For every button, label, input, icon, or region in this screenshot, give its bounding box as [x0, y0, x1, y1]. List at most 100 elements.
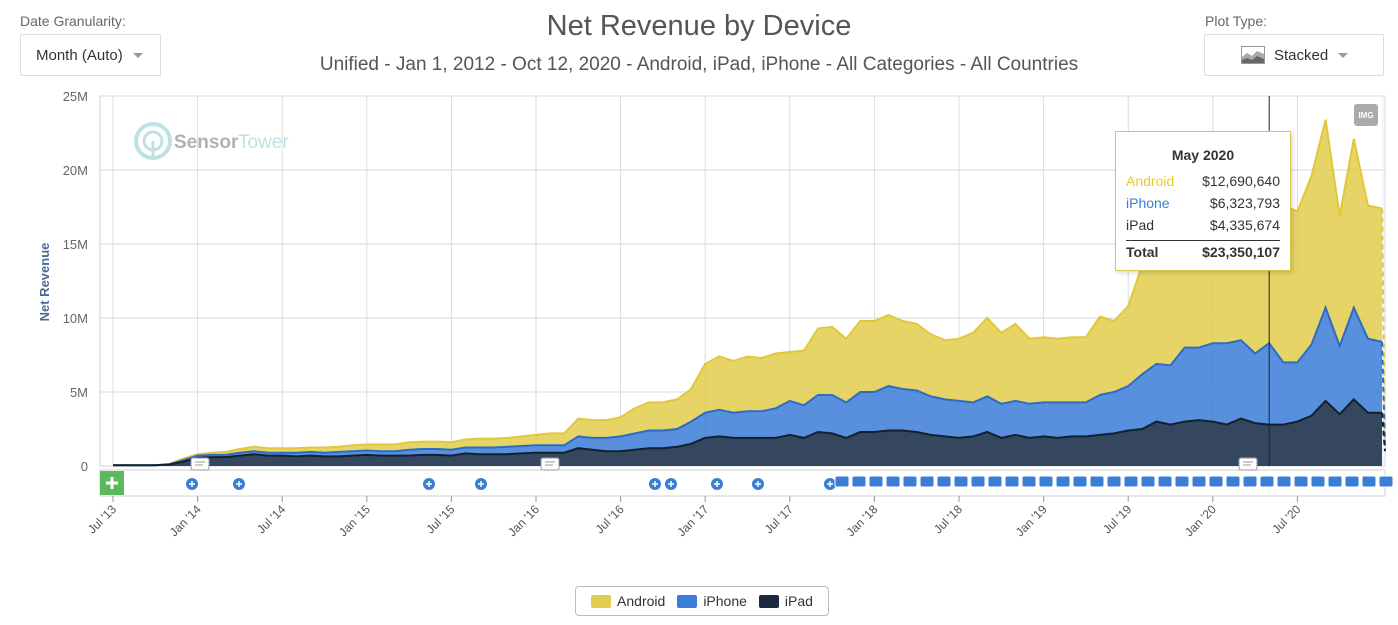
legend-item-ipad[interactable]: iPad: [758, 593, 813, 609]
note-marker[interactable]: [1106, 475, 1122, 488]
plus-icon: [714, 481, 720, 487]
plus-icon: [189, 481, 195, 487]
plot-type-dropdown[interactable]: Stacked: [1204, 34, 1384, 76]
annotation-flag[interactable]: [540, 457, 560, 471]
plot-type-label: Plot Type:: [1205, 13, 1268, 29]
note-marker[interactable]: [834, 475, 850, 488]
note-marker[interactable]: [1072, 475, 1088, 488]
note-marker[interactable]: [1378, 475, 1394, 488]
tooltip-row-name: Android: [1126, 173, 1175, 189]
x-tick-label: Jul '16: [593, 502, 627, 536]
note-marker[interactable]: [1344, 475, 1360, 488]
x-tick-label: Jul '20: [1269, 502, 1303, 536]
event-strip: [99, 457, 1394, 497]
legend-swatch: [591, 594, 612, 608]
tooltip-total-value: $23,350,107: [1202, 244, 1280, 260]
note-marker[interactable]: [987, 475, 1003, 488]
note-marker[interactable]: [953, 475, 969, 488]
note-marker[interactable]: [902, 475, 918, 488]
plus-icon: [652, 481, 658, 487]
note-marker[interactable]: [868, 475, 884, 488]
area-chart-icon: [1241, 46, 1265, 64]
watermark-brand-b: Tower: [238, 132, 289, 153]
note-marker[interactable]: [1191, 475, 1207, 488]
tooltip-title: May 2020: [1171, 147, 1235, 163]
y-tick-label: 20M: [63, 163, 88, 178]
tooltip-row-iphone: iPhone $6,323,793: [1116, 192, 1290, 214]
x-tick-label: Jul '15: [423, 502, 457, 536]
x-tick-label: Jul '14: [254, 502, 288, 536]
note-marker[interactable]: [1174, 475, 1190, 488]
y-tick-label: 0: [81, 459, 88, 474]
note-marker[interactable]: [1004, 475, 1020, 488]
x-tick-label: Jul '19: [1100, 502, 1134, 536]
note-icon: [545, 461, 555, 466]
x-tick-label: Jul '13: [85, 502, 119, 536]
y-tick-label: 5M: [70, 385, 88, 400]
y-tick-label: 15M: [63, 237, 88, 252]
legend-item-iphone[interactable]: iPhone: [677, 593, 747, 609]
y-axis-label: Net Revenue: [37, 243, 52, 322]
note-marker[interactable]: [1123, 475, 1139, 488]
note-marker[interactable]: [970, 475, 986, 488]
note-marker[interactable]: [1293, 475, 1309, 488]
granularity-dropdown[interactable]: Month (Auto): [20, 34, 161, 76]
note-marker[interactable]: [1021, 475, 1037, 488]
note-icon: [1243, 461, 1253, 466]
note-marker[interactable]: [1242, 475, 1258, 488]
note-marker[interactable]: [1310, 475, 1326, 488]
note-marker[interactable]: [1157, 475, 1173, 488]
chevron-down-icon: [132, 52, 143, 58]
plus-icon: [827, 481, 833, 487]
x-tick-label: Jan '19: [1013, 502, 1050, 539]
note-marker[interactable]: [919, 475, 935, 488]
note-marker[interactable]: [1089, 475, 1105, 488]
annotation-flag[interactable]: [190, 457, 210, 471]
note-marker[interactable]: [1276, 475, 1292, 488]
note-marker[interactable]: [1225, 475, 1241, 488]
tooltip: May 2020 Android $12,690,640 iPhone $6,3…: [1115, 131, 1291, 271]
x-tick-label: Jan '20: [1182, 502, 1219, 539]
note-marker[interactable]: [936, 475, 952, 488]
iphone-line: [113, 304, 1383, 467]
tooltip-total-label: Total: [1126, 244, 1159, 260]
x-tick-label: Jan '15: [336, 502, 373, 539]
y-tick-label: 10M: [63, 311, 88, 326]
ipad-line: [113, 397, 1382, 467]
sensortower-watermark: Sensor Tower: [134, 122, 289, 160]
stacked-areas: [113, 96, 1386, 467]
y-axis: 0 5M 10M 15M 20M 25M: [63, 89, 88, 474]
note-marker[interactable]: [1259, 475, 1275, 488]
note-marker[interactable]: [1327, 475, 1343, 488]
chart-area: Sensor Tower 0 5M 10M 15M 20M 25M Net Revenue…: [37, 89, 1394, 539]
note-marker[interactable]: [851, 475, 867, 488]
x-tick-label: Jan '17: [674, 502, 711, 539]
tooltip-row-name: iPhone: [1126, 195, 1170, 211]
plus-icon: [236, 481, 242, 487]
x-tick-label: Jan '18: [844, 502, 881, 539]
note-marker[interactable]: [1361, 475, 1377, 488]
tooltip-row-name: iPad: [1126, 217, 1155, 233]
legend-item-android[interactable]: Android: [591, 593, 665, 609]
y-tick-label: 25M: [63, 89, 88, 104]
annotation-flag[interactable]: [1238, 457, 1258, 471]
note-icon: [195, 461, 205, 466]
tooltip-row-android: Android $12,690,640: [1116, 170, 1290, 192]
watermark-brand-a: Sensor: [174, 132, 239, 153]
legend-label: iPhone: [703, 593, 747, 609]
note-marker[interactable]: [885, 475, 901, 488]
granularity-label: Date Granularity:: [20, 13, 126, 29]
image-export-button[interactable]: IMG: [1354, 104, 1378, 126]
note-marker[interactable]: [1208, 475, 1224, 488]
note-marker[interactable]: [1140, 475, 1156, 488]
chart-subtitle: Unified - Jan 1, 2012 - Oct 12, 2020 - A…: [319, 54, 1079, 75]
plus-icon: [426, 481, 432, 487]
plot-type-value: Stacked: [1274, 46, 1329, 64]
tooltip-row-value: $6,323,793: [1209, 195, 1280, 211]
x-tick-label: Jan '14: [167, 502, 204, 539]
note-marker[interactable]: [1038, 475, 1054, 488]
legend-label: Android: [617, 593, 666, 609]
note-marker[interactable]: [1055, 475, 1071, 488]
legend-swatch: [758, 594, 779, 608]
android-area: [113, 119, 1382, 466]
